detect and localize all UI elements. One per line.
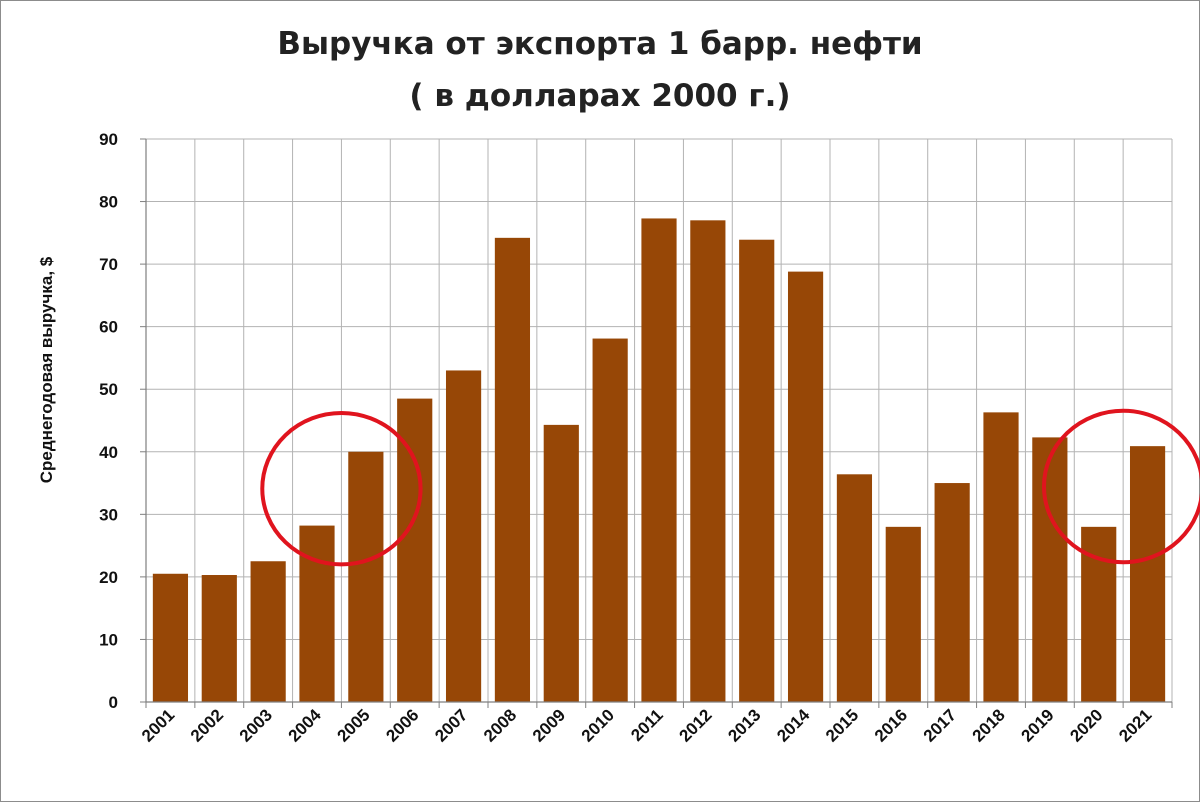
- bar-2013: [739, 239, 775, 702]
- bar-2015: [836, 474, 873, 702]
- bar-2003: [250, 561, 286, 702]
- bar-2009: [543, 424, 579, 702]
- bar-2016: [885, 526, 921, 702]
- x-tick-label: 2012: [676, 705, 716, 745]
- chart-title: Выручка от экспорта 1 барр. нефти: [277, 26, 923, 62]
- x-tick-label: 2018: [969, 705, 1009, 745]
- x-tick-labels: 2001 2002 2003 2004 2005 2006 2007 2008 2009 2010…: [138, 705, 1155, 746]
- x-tick-label: 2009: [529, 705, 569, 745]
- y-tick-label: 30: [99, 505, 118, 524]
- y-tick-label: 20: [99, 568, 118, 587]
- y-tick-label: 0: [109, 693, 118, 712]
- y-tick-label: 70: [99, 255, 118, 274]
- x-tick-label: 2013: [724, 705, 764, 745]
- x-tick-label: 2003: [236, 705, 276, 745]
- bar-2008: [494, 237, 531, 703]
- bar-2018: [983, 412, 1019, 702]
- axes: [140, 138, 1173, 708]
- y-tick-label: 80: [99, 193, 118, 212]
- highlight-circle: [260, 410, 423, 567]
- x-tick-label: 2017: [920, 705, 960, 745]
- highlight-circle: [1042, 408, 1200, 565]
- bar-2001: [152, 573, 189, 702]
- y-tick-label: 10: [99, 630, 118, 649]
- bar-2002: [201, 575, 237, 702]
- bar-2012: [690, 220, 726, 703]
- bar-2011: [641, 218, 677, 702]
- y-tick-label: 90: [99, 130, 118, 149]
- x-tick-label: 2004: [285, 705, 326, 746]
- x-tick-label: 2001: [138, 705, 178, 745]
- bar-2004: [299, 525, 335, 702]
- x-tick-label: 2015: [822, 705, 862, 745]
- y-tick-labels: 0 10 20 30 40 50 60 70 80 90: [99, 130, 118, 712]
- bar-2019: [1032, 437, 1068, 702]
- y-tick-label: 60: [99, 318, 118, 337]
- x-tick-label: 2021: [1115, 705, 1155, 745]
- bar-2017: [934, 483, 970, 702]
- bars: [152, 218, 1166, 703]
- x-tick-label: 2019: [1018, 705, 1058, 745]
- y-tick-label: 40: [99, 443, 118, 462]
- x-tick-label: 2007: [431, 705, 471, 745]
- bar-2006: [397, 398, 433, 702]
- bar-2014: [787, 271, 824, 702]
- x-tick-label: 2005: [334, 705, 374, 745]
- y-tick-label: 50: [99, 380, 118, 399]
- x-tick-label: 2008: [480, 705, 520, 745]
- x-tick-label: 2014: [773, 705, 814, 746]
- chart-subtitle: ( в долларах 2000 г.): [409, 78, 791, 114]
- bar-2005: [348, 451, 384, 702]
- bar-2010: [592, 338, 628, 702]
- x-tick-label: 2016: [871, 705, 911, 745]
- x-tick-label: 2002: [187, 705, 227, 745]
- annotations: [260, 408, 1200, 567]
- bar-2021: [1129, 446, 1166, 702]
- x-tick-label: 2006: [382, 705, 422, 745]
- bar-2007: [445, 370, 482, 702]
- x-tick-label: 2010: [578, 705, 618, 745]
- x-tick-label: 2011: [627, 705, 667, 745]
- x-tick-label: 2020: [1066, 705, 1106, 745]
